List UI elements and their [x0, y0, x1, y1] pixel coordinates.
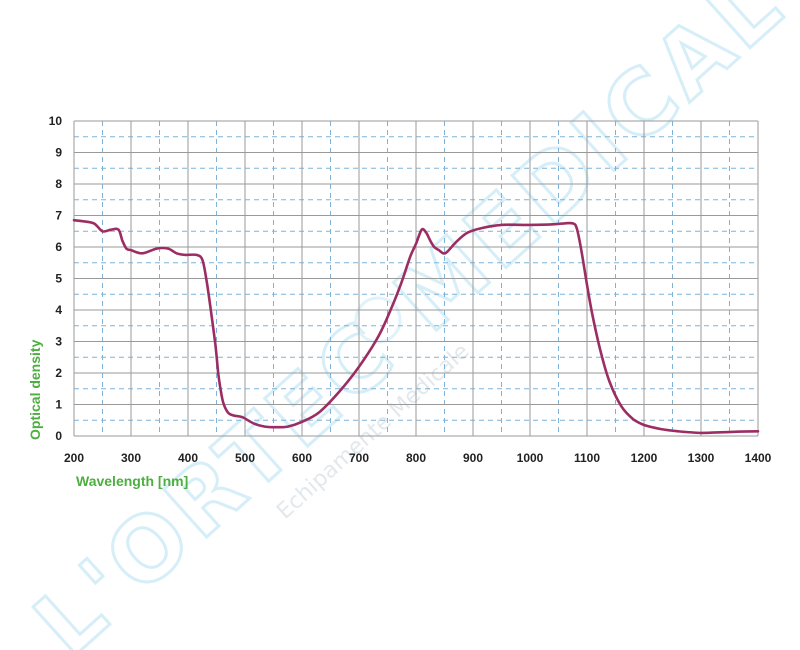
y-tick-label: 10	[49, 114, 63, 128]
x-tick-label: 1300	[688, 451, 715, 465]
x-tick-label: 500	[235, 451, 255, 465]
y-axis-title: Optical density	[27, 339, 43, 440]
y-tick-label: 9	[55, 146, 62, 160]
x-tick-label: 1100	[574, 451, 600, 465]
y-tick-label: 4	[55, 303, 62, 317]
x-axis-title: Wavelength [nm]	[76, 473, 188, 489]
y-tick-label: 0	[55, 429, 62, 443]
x-tick-label: 800	[406, 451, 426, 465]
series-line	[72, 218, 760, 435]
x-tick-label: 900	[463, 451, 483, 465]
x-tick-label: 1000	[517, 451, 544, 465]
watermark: L'ORTEC MEDICAL Echipamente Medicale	[14, 0, 800, 650]
y-tick-label: 3	[55, 335, 62, 349]
x-axis-ticks: 200 300 400 500 600 700 800 900 1000 1100 1200 1300…	[64, 451, 772, 465]
x-tick-label: 600	[292, 451, 312, 465]
x-tick-label: 1200	[631, 451, 658, 465]
y-axis-ticks: 0 1 2 3 4 5 6 7 8 9 10	[49, 114, 63, 443]
y-tick-label: 5	[55, 272, 62, 286]
x-tick-label: 300	[121, 451, 141, 465]
major-gridlines	[73, 120, 759, 437]
x-tick-label: 200	[64, 451, 84, 465]
x-tick-label: 1400	[745, 451, 772, 465]
y-tick-label: 2	[55, 366, 62, 380]
y-tick-label: 7	[55, 209, 62, 223]
y-tick-label: 8	[55, 177, 62, 191]
x-tick-label: 400	[178, 451, 198, 465]
watermark-logo-text: L'ORTEC MEDICAL	[15, 0, 800, 650]
y-tick-label: 1	[55, 398, 62, 412]
x-tick-label: 700	[349, 451, 369, 465]
y-tick-label: 6	[55, 240, 62, 254]
